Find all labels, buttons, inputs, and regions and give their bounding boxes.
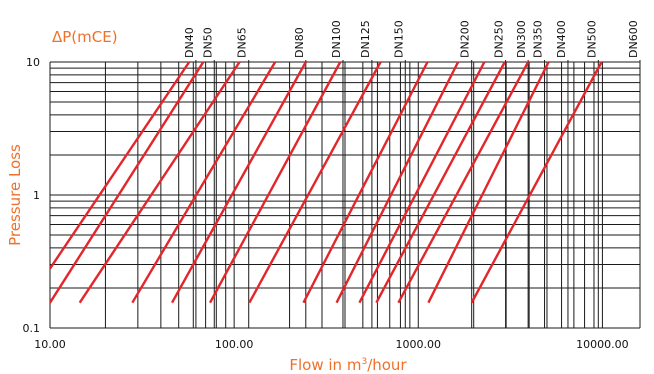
x-tick-labels: 10.00 100.00 1000.00 10000.00 (34, 338, 628, 351)
dn-label: DN250 (493, 20, 506, 58)
dn-label: DN125 (359, 20, 372, 58)
y-tick-label: 10 (26, 56, 40, 69)
dn-label: DN350 (532, 20, 545, 58)
y-axis-label: Pressure Loss (6, 144, 24, 246)
pressure-loss-curve (359, 62, 484, 303)
dn-label: DN50 (201, 27, 214, 58)
dn-label: DN300 (515, 20, 528, 58)
x-tick-label: 10000.00 (576, 338, 629, 351)
chart-curves (50, 62, 602, 303)
y-tick-label: 1 (33, 189, 40, 202)
y-tick-label: 0.1 (23, 322, 41, 335)
x-tick-label: 1000.00 (396, 338, 442, 351)
dn-label: DN80 (293, 27, 306, 58)
pressure-loss-curve (472, 62, 602, 303)
y-tick-labels: 10 1 0.1 (23, 56, 41, 335)
pressure-loss-curve (80, 62, 240, 303)
dn-label: DN150 (392, 20, 405, 58)
dn-label: DN500 (585, 20, 598, 58)
x-axis-label-text: Flow in m (289, 356, 361, 374)
dn-label: DN600 (627, 20, 640, 58)
x-tick-label: 100.00 (215, 338, 254, 351)
dn-label: DN65 (236, 27, 249, 58)
chart-title: ΔP(mCE) (52, 28, 118, 46)
dn-label: DN100 (330, 20, 343, 58)
dn-label: DN400 (555, 20, 568, 58)
dn-label: DN40 (183, 27, 196, 58)
x-axis-label-unit: /hour (367, 356, 407, 374)
pressure-loss-curve (172, 62, 306, 303)
dn-label: DN200 (459, 20, 472, 58)
pressure-loss-curve (249, 62, 380, 303)
dn-labels: DN40 DN50 DN65 DN80 DN100 DN125 DN150 DN200 DN25… (183, 20, 640, 58)
pressure-loss-curve (428, 62, 548, 303)
pressure-loss-curve (132, 62, 275, 303)
pressure-loss-curve (50, 62, 203, 303)
pressure-loss-curve (50, 62, 189, 269)
x-tick-label: 10.00 (34, 338, 66, 351)
x-axis-label: Flow in m3/hour (289, 356, 407, 374)
